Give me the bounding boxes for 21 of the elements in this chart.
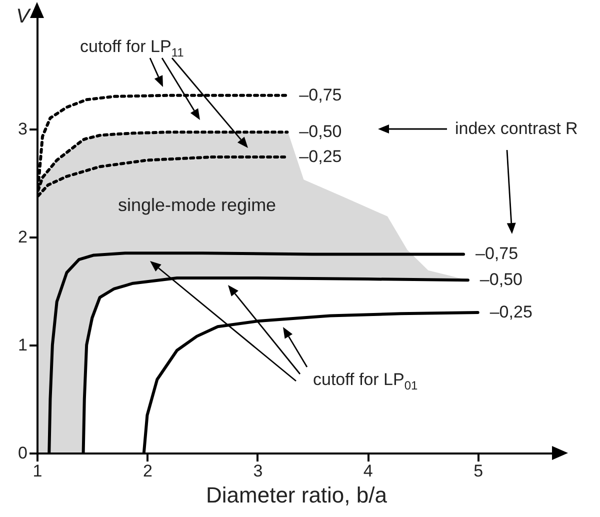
x-tick-label: 5: [474, 462, 484, 480]
x-tick-label: 4: [363, 462, 373, 480]
annotation: –0,50: [480, 270, 522, 290]
x-tick-label: 2: [142, 462, 152, 480]
annotation: cutoff for LP$_{11}$: [80, 37, 184, 60]
annotation: –0,25: [299, 146, 342, 166]
annotation: single-mode regime: [118, 195, 276, 215]
annotation: –0,25: [490, 302, 532, 322]
annotation: index contrast R: [455, 119, 578, 138]
y-tick-label: 3: [18, 119, 28, 138]
annotation: –0,50: [299, 122, 342, 142]
y-tick-label: 1: [18, 335, 28, 354]
y-tick-label: 2: [18, 227, 28, 246]
annotation: –0,75: [476, 244, 518, 264]
x-axis-title: Diameter ratio, b/a: [206, 482, 388, 508]
x-tick-label: 3: [253, 462, 263, 480]
y-axis-title: V: [16, 6, 32, 28]
x-tick-label: 1: [32, 462, 42, 480]
y-tick-label: 0: [18, 444, 28, 462]
annotation: cutoff for LP$_{01}$: [313, 370, 418, 392]
annotation: –0,75: [299, 85, 342, 104]
